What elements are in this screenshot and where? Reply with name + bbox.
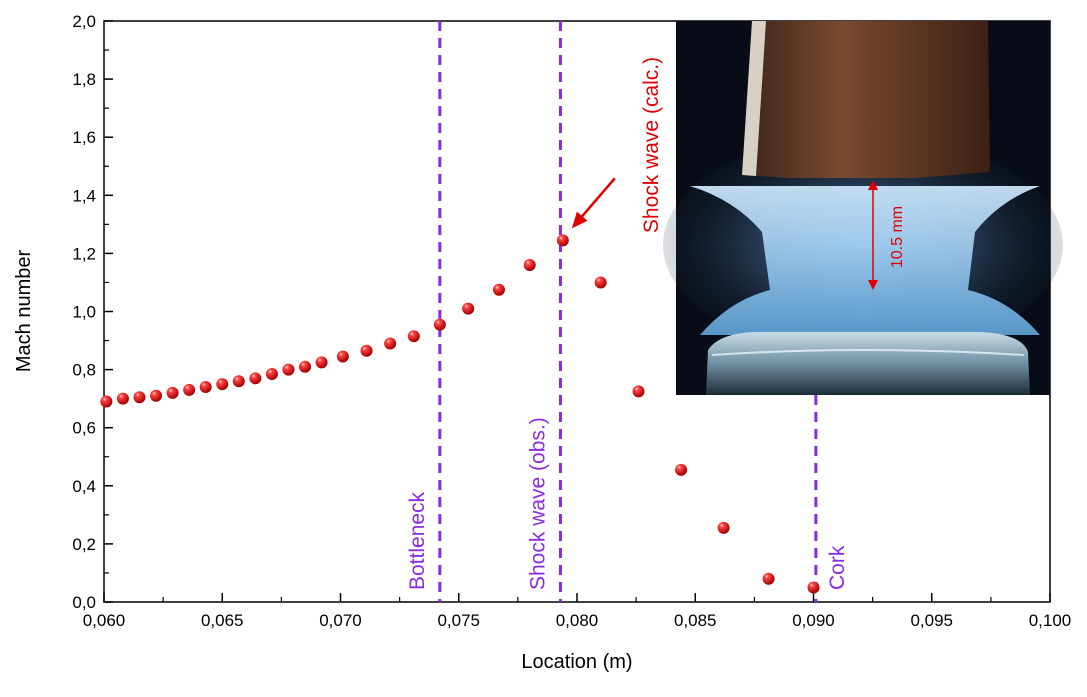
data-point	[315, 356, 328, 369]
shock-calc-arrow-line	[576, 177, 616, 223]
data-point	[492, 283, 505, 296]
data-point	[232, 375, 245, 388]
data-point	[762, 572, 775, 585]
data-point	[360, 344, 373, 357]
inset-jet	[690, 186, 1040, 335]
inset-bottle-rim	[711, 349, 1025, 356]
x-tick-label: 0,085	[674, 611, 717, 630]
data-point	[282, 363, 295, 376]
y-tick-label: 0,0	[72, 593, 96, 612]
data-point	[594, 276, 607, 289]
inset-cork	[742, 21, 990, 178]
y-tick-label: 0,8	[72, 361, 96, 380]
x-tick-label: 0,065	[201, 611, 244, 630]
x-tick-label: 0,060	[83, 611, 126, 630]
inset-scale-label: 10.5 mm	[889, 206, 906, 268]
data-point	[675, 463, 688, 476]
x-tick-label: 0,090	[792, 611, 835, 630]
inset-photo: 10.5 mm	[663, 21, 1063, 395]
inset-scale-arrowhead-top	[868, 180, 878, 190]
data-points	[100, 234, 820, 594]
y-tick-label: 2,0	[72, 12, 96, 31]
data-point	[265, 367, 278, 380]
data-point	[407, 330, 420, 343]
x-tick-label: 0,100	[1029, 611, 1072, 630]
data-point	[632, 385, 645, 398]
data-point	[807, 581, 820, 594]
y-tick-label: 1,2	[72, 244, 96, 263]
y-tick-label: 1,4	[72, 186, 96, 205]
y-tick-label: 0,4	[72, 477, 96, 496]
y-tick-label: 0,2	[72, 535, 96, 554]
data-point	[717, 521, 730, 534]
vline-label-2: Shock wave (obs.)	[526, 417, 549, 590]
vertical-reference-lines: Bottleneck Shock wave (obs.) Cork	[406, 21, 849, 602]
x-axis-ticks: 0,060 0,065 0,070 0,075 0,080 0,085 0,090 0,095…	[83, 593, 1072, 630]
data-point	[150, 389, 163, 402]
x-tick-label: 0,070	[319, 611, 362, 630]
data-point	[556, 234, 569, 247]
data-point	[183, 383, 196, 396]
vline-label-1: Bottleneck	[406, 491, 429, 590]
vline-label-3: Cork	[826, 545, 849, 590]
x-tick-label: 0,080	[556, 611, 599, 630]
y-axis-ticks: 0,0 0,2 0,4 0,6 0,8 1,0 1,2 1,4 1,6 1,8 2,0	[72, 12, 113, 612]
data-point	[133, 391, 146, 404]
shock-calc-label: Shock wave (calc.)	[640, 57, 663, 233]
y-tick-label: 1,8	[72, 70, 96, 89]
inset-cork-edge	[742, 21, 766, 176]
data-point	[299, 360, 312, 373]
data-point	[116, 392, 129, 405]
x-tick-label: 0,075	[437, 611, 480, 630]
data-point	[216, 378, 229, 391]
x-axis-title: Location (m)	[521, 651, 632, 673]
x-tick-label: 0,095	[910, 611, 953, 630]
inset-scale-arrowhead-bottom	[868, 280, 878, 290]
shock-calc-arrowhead	[571, 211, 588, 229]
data-point	[166, 386, 179, 399]
data-point	[384, 337, 397, 350]
y-tick-label: 1,6	[72, 128, 96, 147]
data-point	[100, 395, 113, 408]
data-point	[433, 318, 446, 331]
data-point	[336, 350, 349, 363]
y-tick-label: 1,0	[72, 303, 96, 322]
inset-bottle-neck	[706, 332, 1030, 395]
data-point	[462, 302, 475, 315]
data-point	[523, 259, 536, 272]
y-tick-label: 0,6	[72, 419, 96, 438]
data-point	[249, 372, 262, 385]
y-axis-title: Mach number	[13, 250, 35, 373]
data-point	[199, 381, 212, 394]
